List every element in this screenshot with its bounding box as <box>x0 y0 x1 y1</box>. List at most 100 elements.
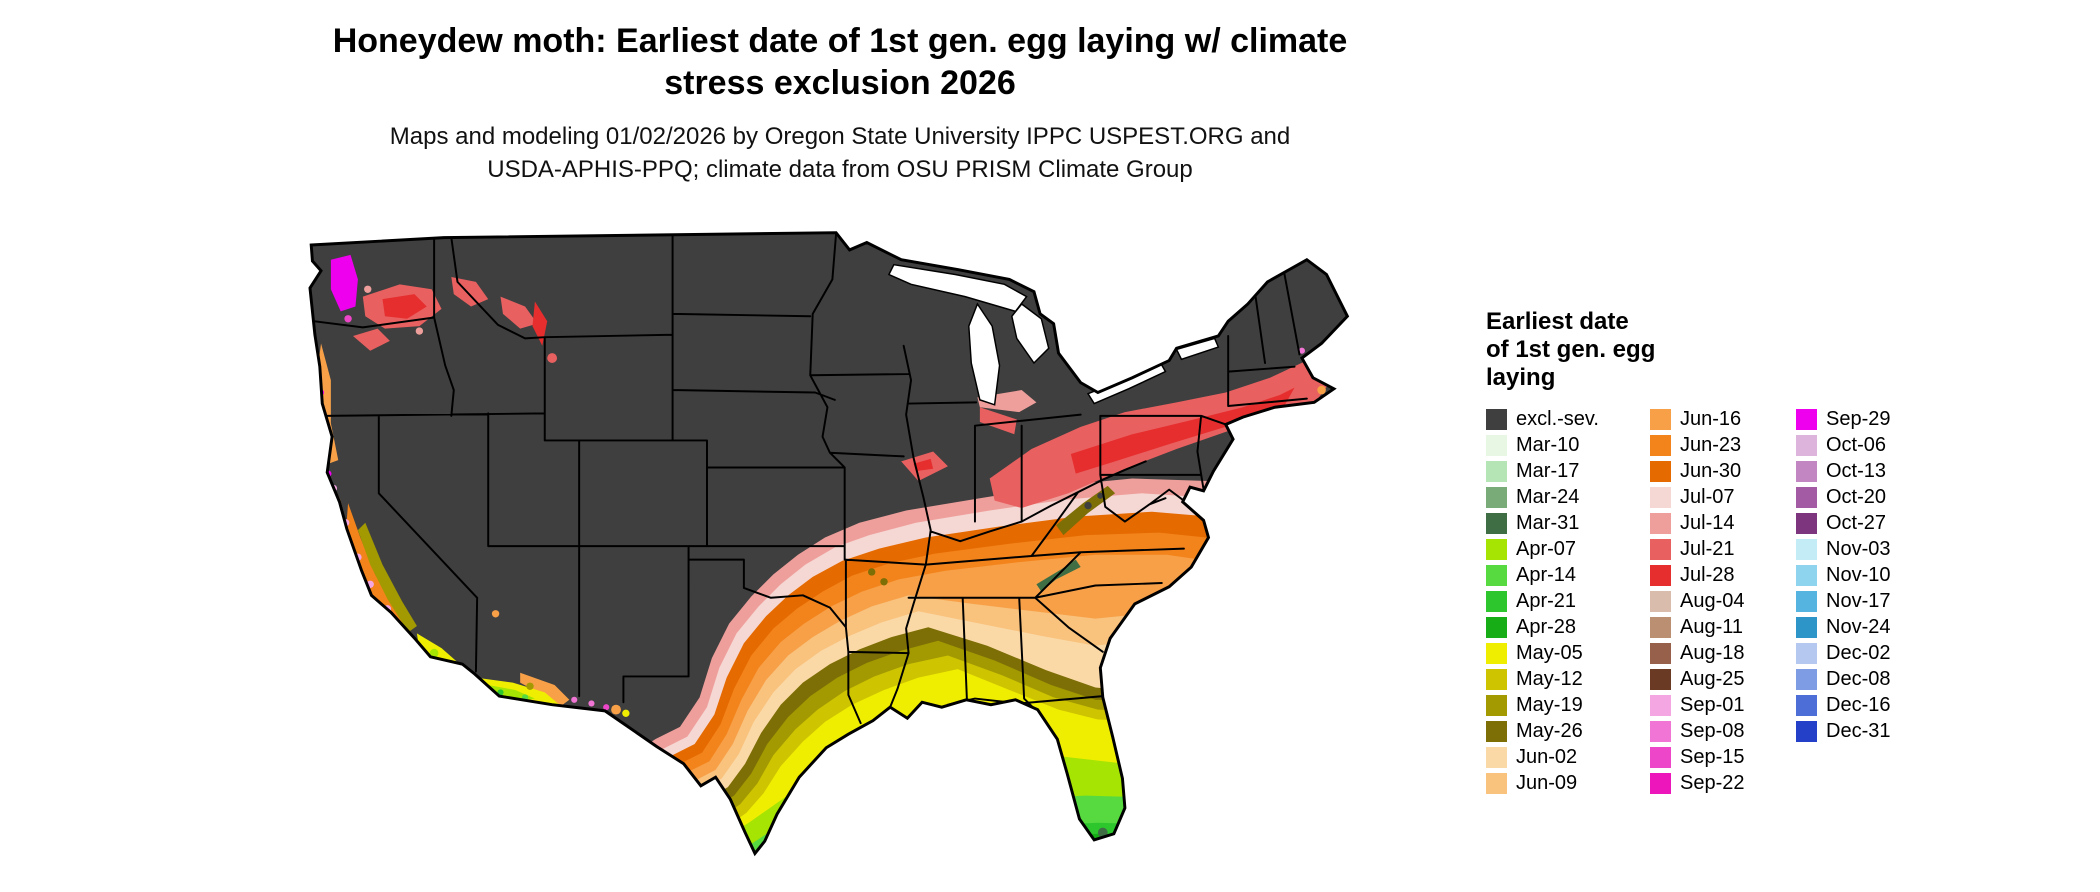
legend-swatch <box>1650 694 1671 716</box>
legend-item: Mar-31 <box>1486 510 1636 536</box>
legend-item: Dec-16 <box>1796 692 1936 718</box>
legend-item: Jul-07 <box>1650 484 1782 510</box>
legend-item: May-05 <box>1486 640 1636 666</box>
legend-label: Jul-14 <box>1680 511 1735 534</box>
legend-label: Dec-31 <box>1826 719 1891 742</box>
legend-item: May-12 <box>1486 666 1636 692</box>
legend-item: Jul-28 <box>1650 562 1782 588</box>
map-legend: Earliest date of 1st gen. egg laying exc… <box>1486 308 1946 796</box>
legend-item: Jul-14 <box>1650 510 1782 536</box>
figure-header: Honeydew moth: Earliest date of 1st gen.… <box>170 20 1510 186</box>
legend-swatch <box>1796 590 1817 612</box>
legend-label: Sep-22 <box>1680 771 1745 794</box>
legend-label: Dec-02 <box>1826 641 1891 664</box>
legend-label: Apr-28 <box>1516 615 1577 638</box>
legend-columns: excl.-sev. Mar-10 Mar-17 Mar-24 Mar-31 Apr-07… <box>1486 406 1946 796</box>
legend-swatch <box>1486 616 1507 638</box>
legend-item: excl.-sev. <box>1486 406 1636 432</box>
legend-swatch <box>1486 772 1507 794</box>
legend-column: Sep-29 Oct-06 Oct-13 Oct-20 Oct-27 Nov-03 Nov-… <box>1796 406 1936 744</box>
legend-item: Nov-24 <box>1796 614 1936 640</box>
legend-swatch <box>1650 616 1671 638</box>
legend-item: Oct-20 <box>1796 484 1936 510</box>
legend-label: Sep-08 <box>1680 719 1745 742</box>
legend-label: May-05 <box>1516 641 1583 664</box>
legend-item: Mar-10 <box>1486 432 1636 458</box>
legend-label: Apr-07 <box>1516 537 1577 560</box>
legend-label: Nov-10 <box>1826 563 1891 586</box>
legend-swatch <box>1650 408 1671 430</box>
title-line-2: stress exclusion 2026 <box>664 64 1016 102</box>
map-band-apr28 <box>702 833 1348 854</box>
legend-label: Mar-10 <box>1516 433 1580 456</box>
legend-swatch <box>1486 694 1507 716</box>
legend-label: May-26 <box>1516 719 1583 742</box>
legend-label: Mar-31 <box>1516 511 1580 534</box>
legend-label: Nov-17 <box>1826 589 1891 612</box>
legend-item: Oct-06 <box>1796 432 1936 458</box>
legend-label: Nov-03 <box>1826 537 1891 560</box>
legend-label: excl.-sev. <box>1516 407 1599 430</box>
legend-label: Aug-04 <box>1680 589 1745 612</box>
legend-label: Aug-18 <box>1680 641 1745 664</box>
legend-label: Jun-02 <box>1516 745 1578 768</box>
legend-item: Dec-02 <box>1796 640 1936 666</box>
legend-item: Jun-09 <box>1486 770 1636 796</box>
legend-item: Dec-08 <box>1796 666 1936 692</box>
legend-swatch <box>1650 772 1671 794</box>
legend-label: Aug-25 <box>1680 667 1745 690</box>
legend-label: May-12 <box>1516 667 1583 690</box>
legend-label: Oct-13 <box>1826 459 1887 482</box>
legend-swatch <box>1650 486 1671 508</box>
legend-swatch <box>1486 408 1507 430</box>
legend-swatch <box>1796 408 1817 430</box>
legend-label: Oct-27 <box>1826 511 1887 534</box>
legend-label: Dec-08 <box>1826 667 1891 690</box>
legend-swatch <box>1796 694 1817 716</box>
us-map <box>235 208 1415 872</box>
legend-swatch <box>1650 668 1671 690</box>
legend-label: Nov-24 <box>1826 615 1891 638</box>
legend-label: Jul-21 <box>1680 537 1735 560</box>
legend-item: Oct-13 <box>1796 458 1936 484</box>
legend-swatch <box>1486 486 1507 508</box>
legend-label: Apr-14 <box>1516 563 1577 586</box>
legend-label: Dec-16 <box>1826 693 1891 716</box>
state-borders <box>312 232 1308 725</box>
legend-label: Mar-24 <box>1516 485 1580 508</box>
subtitle-line-2: USDA-APHIS-PPQ; climate data from OSU PR… <box>487 156 1193 183</box>
legend-item: Nov-10 <box>1796 562 1936 588</box>
legend-swatch <box>1796 720 1817 742</box>
us-map-svg <box>308 231 1349 855</box>
great-lakes <box>887 263 1220 406</box>
legend-item: Aug-04 <box>1650 588 1782 614</box>
legend-item: Jul-21 <box>1650 536 1782 562</box>
legend-label: May-19 <box>1516 693 1583 716</box>
legend-label: Oct-20 <box>1826 485 1887 508</box>
legend-swatch <box>1796 616 1817 638</box>
legend-item: Aug-11 <box>1650 614 1782 640</box>
legend-swatch <box>1650 538 1671 560</box>
legend-item: Apr-07 <box>1486 536 1636 562</box>
legend-swatch <box>1650 512 1671 534</box>
legend-label: Sep-01 <box>1680 693 1745 716</box>
legend-column: excl.-sev. Mar-10 Mar-17 Mar-24 Mar-31 Apr-07… <box>1486 406 1636 796</box>
legend-swatch <box>1650 642 1671 664</box>
legend-swatch <box>1650 564 1671 586</box>
legend-item: Sep-29 <box>1796 406 1936 432</box>
legend-item: May-19 <box>1486 692 1636 718</box>
legend-swatch <box>1486 746 1507 768</box>
legend-label: Mar-17 <box>1516 459 1580 482</box>
title-line-1: Honeydew moth: Earliest date of 1st gen.… <box>332 22 1348 60</box>
legend-label: Oct-06 <box>1826 433 1887 456</box>
legend-swatch <box>1486 564 1507 586</box>
legend-label: Sep-15 <box>1680 745 1745 768</box>
legend-swatch <box>1486 590 1507 612</box>
legend-item: Jun-02 <box>1486 744 1636 770</box>
legend-item: Jun-30 <box>1650 458 1782 484</box>
legend-swatch <box>1796 642 1817 664</box>
legend-swatch <box>1796 668 1817 690</box>
legend-swatch <box>1486 668 1507 690</box>
legend-item: Nov-17 <box>1796 588 1936 614</box>
